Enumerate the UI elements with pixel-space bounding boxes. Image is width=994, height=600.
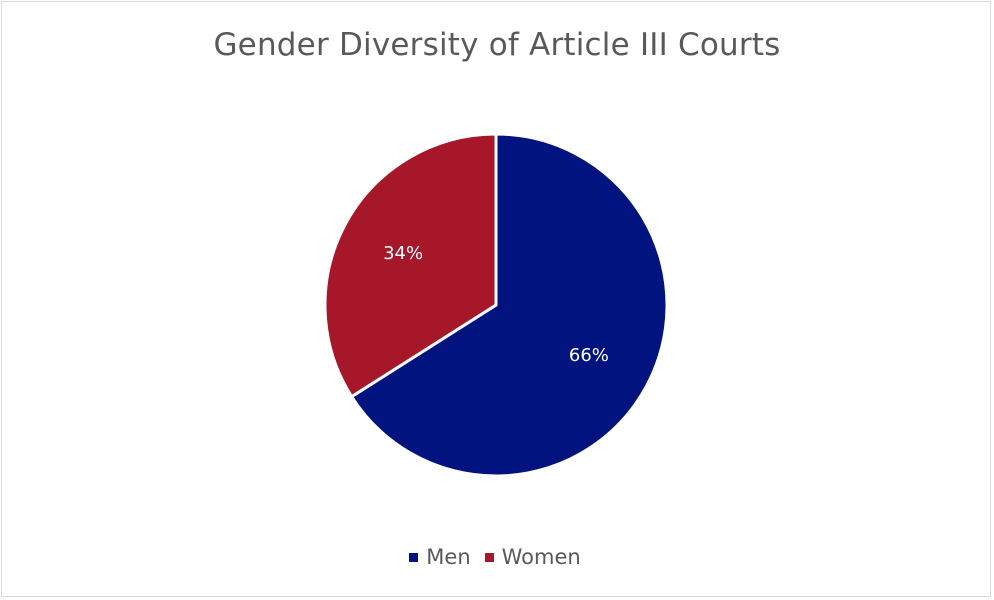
legend-label-men: Men — [426, 545, 471, 569]
legend-swatch-men — [409, 552, 419, 562]
chart-title: Gender Diversity of Article III Courts — [213, 27, 781, 63]
pie-slices — [323, 132, 669, 478]
pie-slice-women — [323, 132, 498, 399]
data-label-men: 66% — [569, 345, 609, 366]
legend-item-men: Men — [409, 545, 471, 569]
pie-slice-men — [349, 132, 669, 478]
legend-swatch-women — [484, 552, 494, 562]
legend-label-women: Women — [501, 545, 581, 569]
legend-item-women: Women — [484, 545, 581, 569]
data-label-women: 34% — [383, 243, 423, 264]
pie-data-labels: 66% 34% — [383, 243, 609, 366]
chart-legend: Men Women — [0, 545, 990, 569]
